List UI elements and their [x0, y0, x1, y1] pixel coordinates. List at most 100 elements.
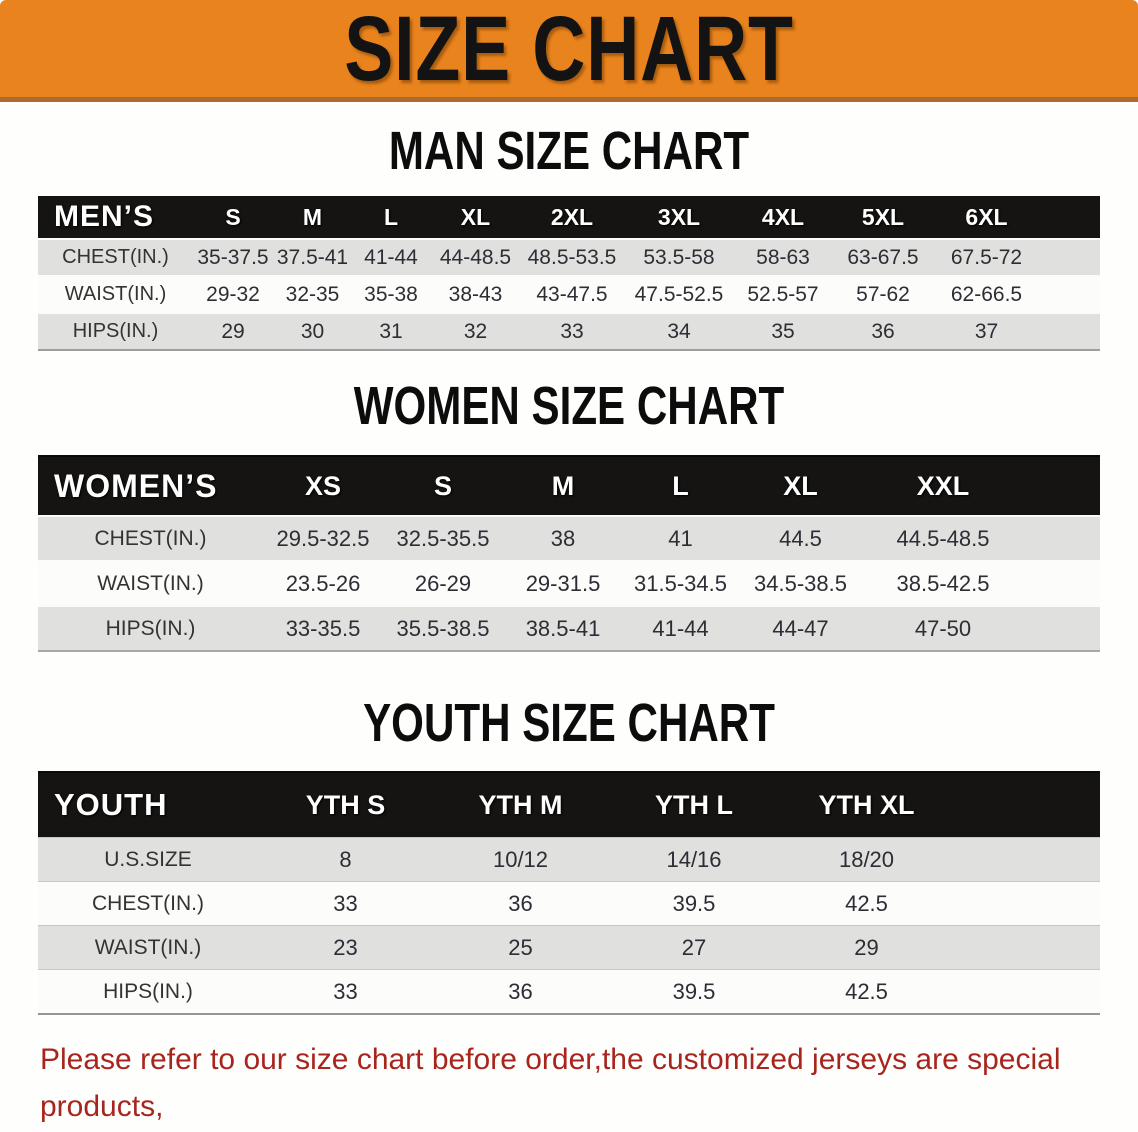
cell: 48.5-53.5 [521, 239, 623, 276]
cell: 43-47.5 [521, 276, 623, 313]
cell: 57-62 [831, 276, 935, 313]
cell: 8 [258, 837, 433, 882]
table-row: WAIST(IN.) 29-32 32-35 35-38 38-43 43-47… [38, 276, 1100, 313]
column-header: 6XL [935, 196, 1038, 239]
filler-cell [953, 772, 1100, 838]
cell: 27 [608, 925, 780, 970]
banner: SIZE CHART [0, 0, 1138, 102]
cell: 36 [831, 313, 935, 350]
filler-cell [1038, 239, 1100, 276]
cell: 38.5-42.5 [863, 561, 1023, 606]
column-header: XL [738, 456, 863, 516]
column-header: YTH S [258, 772, 433, 838]
cell: 41-44 [623, 606, 738, 651]
cell: 42.5 [780, 881, 953, 926]
column-header: S [383, 456, 503, 516]
filler-cell [953, 925, 1100, 970]
cell: 35 [735, 313, 831, 350]
youth-section-title: YOUTH SIZE CHART [363, 693, 775, 753]
cell: 47-50 [863, 606, 1023, 651]
cell: 42.5 [780, 969, 953, 1014]
cell: 52.5-57 [735, 276, 831, 313]
row-label: CHEST(IN.) [38, 516, 263, 561]
cell: 36 [433, 969, 608, 1014]
table-row: U.S.SIZE 8 10/12 14/16 18/20 [38, 837, 1100, 882]
cell: 32 [430, 313, 521, 350]
men-table-label: MEN’S [38, 196, 193, 239]
cell: 26-29 [383, 561, 503, 606]
cell: 39.5 [608, 969, 780, 1014]
cell: 29 [780, 925, 953, 970]
column-header: XS [263, 456, 383, 516]
row-label: HIPS(IN.) [38, 969, 258, 1014]
cell: 10/12 [433, 837, 608, 882]
disclaimer-line-1: Please refer to our size chart before or… [40, 1043, 1061, 1123]
filler-cell [953, 837, 1100, 882]
cell: 33-35.5 [263, 606, 383, 651]
men-header-row: MEN’S S M L XL 2XL 3XL 4XL 5XL 6XL [38, 196, 1100, 239]
table-row: WAIST(IN.) 23 25 27 29 [38, 925, 1100, 970]
disclaimer-text: Please refer to our size chart before or… [40, 1036, 1120, 1132]
column-header: L [623, 456, 738, 516]
table-row: CHEST(IN.) 33 36 39.5 42.5 [38, 881, 1100, 926]
row-label: CHEST(IN.) [38, 239, 193, 276]
cell: 63-67.5 [831, 239, 935, 276]
cell: 41 [623, 516, 738, 561]
filler-cell [953, 881, 1100, 926]
table-row: WAIST(IN.) 23.5-26 26-29 29-31.5 31.5-34… [38, 561, 1100, 606]
row-label: WAIST(IN.) [38, 276, 193, 313]
cell: 41-44 [352, 239, 430, 276]
column-header: S [193, 196, 273, 239]
cell: 35.5-38.5 [383, 606, 503, 651]
cell: 67.5-72 [935, 239, 1038, 276]
men-section-title: MAN SIZE CHART [388, 121, 750, 181]
column-header: 3XL [623, 196, 735, 239]
cell: 23.5-26 [263, 561, 383, 606]
cell: 30 [273, 313, 352, 350]
filler-cell [1038, 313, 1100, 350]
cell: 44-48.5 [430, 239, 521, 276]
women-section-title: WOMEN SIZE CHART [353, 376, 785, 436]
cell: 33 [258, 881, 433, 926]
cell: 62-66.5 [935, 276, 1038, 313]
women-size-table: WOMEN’S XS S M L XL XXL CHEST(IN.) 29.5-… [38, 455, 1100, 652]
column-header: 5XL [831, 196, 935, 239]
filler-cell [953, 969, 1100, 1014]
cell: 44-47 [738, 606, 863, 651]
cell: 29.5-32.5 [263, 516, 383, 561]
cell: 31.5-34.5 [623, 561, 738, 606]
table-row: HIPS(IN.) 29 30 31 32 33 34 35 36 37 [38, 313, 1100, 350]
filler-cell [1023, 561, 1100, 606]
youth-header-row: YOUTH YTH S YTH M YTH L YTH XL [38, 772, 1100, 838]
row-label: WAIST(IN.) [38, 561, 263, 606]
row-label: WAIST(IN.) [38, 925, 258, 970]
women-header-row: WOMEN’S XS S M L XL XXL [38, 456, 1100, 516]
cell: 33 [258, 969, 433, 1014]
column-header: YTH M [433, 772, 608, 838]
women-table-label: WOMEN’S [38, 456, 263, 516]
cell: 33 [521, 313, 623, 350]
row-label: U.S.SIZE [38, 837, 258, 882]
men-size-table: MEN’S S M L XL 2XL 3XL 4XL 5XL 6XL CHEST… [38, 196, 1100, 351]
cell: 35-38 [352, 276, 430, 313]
column-header: XXL [863, 456, 1023, 516]
filler-cell [1038, 196, 1100, 239]
column-header: XL [430, 196, 521, 239]
cell: 38 [503, 516, 623, 561]
cell: 53.5-58 [623, 239, 735, 276]
cell: 25 [433, 925, 608, 970]
cell: 47.5-52.5 [623, 276, 735, 313]
cell: 38.5-41 [503, 606, 623, 651]
page-title: SIZE CHART [344, 0, 794, 100]
cell: 35-37.5 [193, 239, 273, 276]
youth-size-table: YOUTH YTH S YTH M YTH L YTH XL U.S.SIZE … [38, 771, 1100, 1015]
column-header: 2XL [521, 196, 623, 239]
cell: 44.5 [738, 516, 863, 561]
cell: 23 [258, 925, 433, 970]
cell: 32.5-35.5 [383, 516, 503, 561]
cell: 14/16 [608, 837, 780, 882]
cell: 29-31.5 [503, 561, 623, 606]
column-header: M [273, 196, 352, 239]
cell: 18/20 [780, 837, 953, 882]
